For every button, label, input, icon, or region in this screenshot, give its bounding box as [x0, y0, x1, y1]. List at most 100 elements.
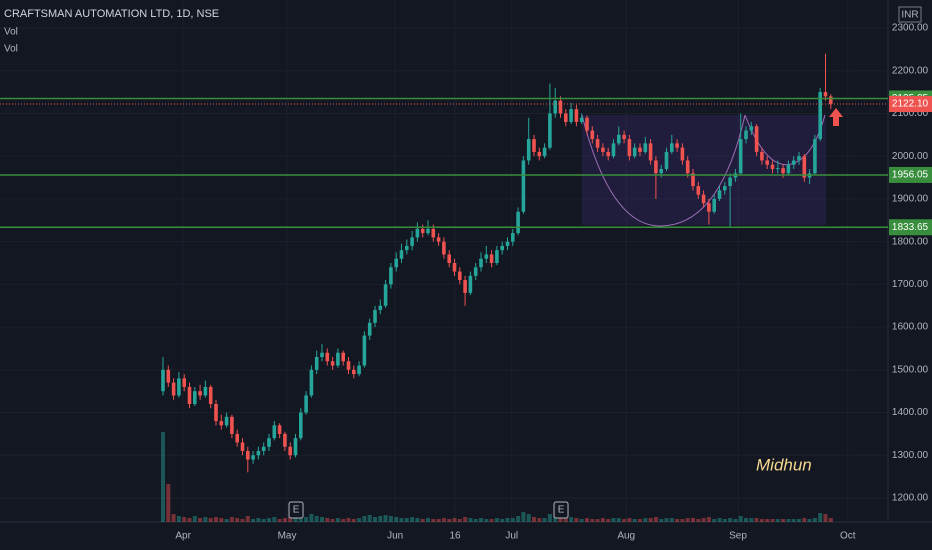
candle-body [712, 198, 716, 212]
candle-body [579, 117, 584, 122]
candle-body [468, 275, 473, 293]
candle-body [436, 237, 441, 242]
volume-bar [547, 514, 552, 522]
volume-bar [616, 518, 621, 522]
volume-bar [288, 517, 293, 522]
candle-body [818, 92, 822, 140]
candle-body [214, 404, 218, 422]
volume-bar [733, 519, 738, 522]
volume-bar [441, 518, 446, 522]
volume-bar [600, 518, 605, 522]
candle-body [309, 369, 314, 396]
x-tick-label: Jul [505, 531, 518, 542]
volume-bar [574, 518, 579, 522]
candle-body [754, 126, 759, 152]
volume-bar [256, 518, 261, 522]
candle-body [251, 455, 255, 460]
candle-body [675, 143, 679, 148]
candle-body [548, 113, 552, 148]
candle-body [447, 254, 451, 263]
candle-body [701, 194, 706, 204]
volume-bar [473, 519, 478, 522]
volume-bar [219, 518, 224, 522]
candle-body [426, 228, 430, 234]
volume-bar [447, 519, 452, 522]
indicator-label: Vol [4, 27, 18, 38]
candle-body [431, 228, 436, 238]
x-tick-label: Aug [617, 531, 635, 542]
volume-bar [388, 516, 393, 522]
volume-bar [272, 517, 277, 522]
candle-body [177, 378, 181, 396]
volume-bar [484, 519, 489, 522]
candle-body [415, 228, 420, 238]
volume-bar [367, 515, 372, 522]
candle-body [617, 134, 621, 144]
candle-body [638, 147, 642, 152]
volume-bar [415, 518, 420, 522]
volume-bar [569, 517, 574, 522]
candle-body [463, 280, 467, 293]
candle-body [611, 143, 616, 157]
candle-body [632, 147, 637, 157]
candle-body [505, 241, 510, 246]
chart-title: CRAFTSMAN AUTOMATION LTD, 1D, NSE [4, 8, 219, 20]
event-marker [553, 501, 569, 519]
candle-body [802, 156, 807, 178]
volume-bar [410, 517, 415, 522]
volume-bar [521, 512, 526, 522]
volume-bar [394, 517, 399, 522]
volume-bar [781, 519, 786, 522]
candle-body [208, 386, 213, 404]
candle-body [336, 352, 340, 366]
candle-body [723, 186, 727, 191]
volume-bar [161, 432, 165, 522]
candle-body [537, 151, 542, 157]
cup-curve [581, 114, 746, 227]
candle-body [346, 361, 351, 370]
candle-body [654, 160, 658, 174]
volume-bar [744, 518, 748, 522]
candle-body [267, 438, 271, 447]
x-tick-label: 16 [449, 531, 461, 542]
volume-bar [812, 518, 817, 522]
volume-bar [314, 516, 319, 522]
volume-bar [759, 519, 764, 522]
volume-bar [606, 519, 611, 522]
volume-bar [399, 518, 404, 522]
volume-bar [749, 518, 754, 522]
candle-body [261, 446, 266, 451]
candle-body [659, 169, 663, 174]
volume-bar [341, 519, 346, 522]
candle-body [516, 211, 520, 234]
volume-bar [823, 514, 828, 522]
volume-bar [420, 519, 425, 522]
candle-body [367, 322, 372, 336]
candle-body [495, 250, 499, 263]
candle-body [685, 160, 690, 174]
candle-body [691, 173, 695, 187]
volume-bar [351, 519, 356, 522]
volume-bar [696, 519, 701, 522]
candle-body [696, 186, 701, 195]
volume-bar [198, 518, 203, 522]
volume-bar [706, 517, 711, 522]
volume-bar [537, 518, 542, 522]
candle-body [277, 425, 282, 434]
volume-bar [622, 519, 627, 522]
candle-body [744, 130, 748, 140]
volume-bar [229, 517, 234, 522]
level-label-box [889, 219, 932, 236]
volume-bar [214, 517, 218, 522]
candle-body [484, 254, 489, 259]
candle-body [187, 386, 192, 404]
volume-bar [717, 518, 722, 522]
candle-body [760, 151, 764, 161]
candle-body [521, 160, 526, 212]
candle-body [314, 357, 319, 370]
volume-bar [240, 519, 245, 522]
candle-body [357, 365, 361, 375]
candle-body [299, 412, 303, 439]
volume-bar [479, 518, 483, 522]
